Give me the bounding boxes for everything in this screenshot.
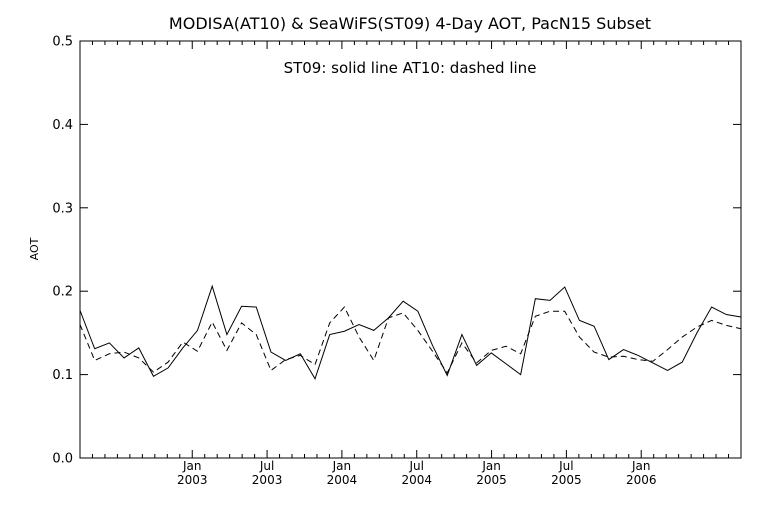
x-tick-month-label: Jan bbox=[631, 459, 651, 473]
x-tick-month-label: Jan bbox=[182, 459, 202, 473]
plot-frame-layer bbox=[79, 40, 742, 459]
x-tick-year-label: 2003 bbox=[177, 473, 208, 487]
tick-layer: 0.00.10.20.30.40.5Jan2003Jul2003Jan2004J… bbox=[52, 35, 742, 487]
plot-border bbox=[79, 40, 742, 459]
y-tick-label: 0.4 bbox=[52, 118, 73, 133]
x-tick-year-label: 2006 bbox=[626, 473, 657, 487]
series-line-st09 bbox=[79, 284, 742, 380]
y-tick-label: 0.2 bbox=[52, 285, 73, 300]
x-tick-year-label: 2004 bbox=[327, 473, 358, 487]
y-axis-label: AOT bbox=[28, 237, 41, 260]
y-tick-label: 0.1 bbox=[52, 368, 73, 383]
series-line-at10 bbox=[79, 306, 742, 374]
x-tick-year-label: 2005 bbox=[551, 473, 582, 487]
x-tick-month-label: Jul bbox=[408, 459, 423, 473]
x-tick-month-label: Jan bbox=[481, 459, 501, 473]
series-layer bbox=[79, 284, 742, 380]
y-tick-label: 0.5 bbox=[52, 35, 73, 50]
x-tick-month-label: Jul bbox=[259, 459, 274, 473]
x-tick-year-label: 2003 bbox=[252, 473, 283, 487]
x-tick-year-label: 2004 bbox=[401, 473, 432, 487]
x-tick-year-label: 2005 bbox=[476, 473, 507, 487]
series-style-annotation: ST09: solid line AT10: dashed line bbox=[284, 59, 537, 77]
y-tick-label: 0.0 bbox=[52, 452, 73, 467]
x-tick-month-label: Jan bbox=[332, 459, 352, 473]
y-tick-label: 0.3 bbox=[52, 201, 73, 216]
x-tick-month-label: Jul bbox=[558, 459, 573, 473]
chart-title: MODISA(AT10) & SeaWiFS(ST09) 4-Day AOT, … bbox=[169, 14, 651, 33]
